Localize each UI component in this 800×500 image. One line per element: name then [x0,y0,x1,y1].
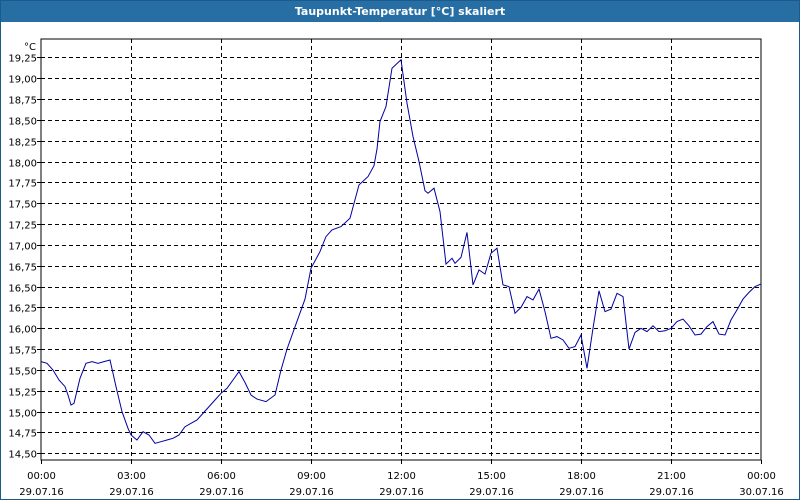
y-tick-label: 16,00 [8,325,37,336]
dewpoint-series-line [40,58,762,444]
x-tick-date-label: 29.07.16 [559,487,604,498]
y-tick-label: 15,75 [8,346,37,357]
y-tick-label: 15,00 [8,409,37,420]
x-tick-date-label: 30.07.16 [739,487,784,498]
x-tick-date-label: 29.07.16 [289,487,334,498]
x-tick-time-label: 18:00 [567,471,596,482]
x-tick-date-label: 29.07.16 [469,487,514,498]
x-tick-time-label: 09:00 [297,471,326,482]
y-tick-label: 17,75 [8,179,37,190]
x-tick-date-label: 29.07.16 [109,487,154,498]
x-tick-time-label: 00:00 [27,471,56,482]
x-tick-date-label: 29.07.16 [199,487,244,498]
y-tick-label: 19,00 [8,75,37,86]
y-tick-label: 18,50 [8,117,37,128]
y-tick-label: 19,25 [8,54,37,65]
x-tick-time-label: 21:00 [657,471,686,482]
x-tick-time-label: 06:00 [207,471,236,482]
y-tick-label: 15,25 [8,388,37,399]
y-tick-label: 16,25 [8,304,37,315]
x-tick-time-label: 03:00 [117,471,146,482]
y-tick-label: 15,50 [8,367,37,378]
x-axis-ticks: 00:00 29.07.16 03:00 29.07.16 06:00 29.07.16 0… [19,460,784,498]
y-axis-unit-label: °C [24,42,36,53]
y-tick-label: 14,50 [8,450,37,461]
x-tick-date-label: 29.07.16 [19,487,64,498]
x-tick-time-label: 12:00 [387,471,416,482]
grid-lines [41,39,761,460]
y-tick-label: 18,75 [8,96,37,107]
y-tick-label: 17,50 [8,200,37,211]
y-tick-label: 17,00 [8,242,37,253]
x-tick-date-label: 29.07.16 [379,487,424,498]
x-tick-date-label: 29.07.16 [649,487,694,498]
x-tick-time-label: 00:00 [747,471,776,482]
y-tick-label: 14,75 [8,429,37,440]
y-axis-ticks: 14,50 14,75 15,00 15,25 15,50 15,75 16,00 16,25… [8,54,41,461]
x-tick-time-label: 15:00 [477,471,506,482]
y-tick-label: 16,50 [8,284,37,295]
chart-title: Taupunkt-Temperatur [°C] skaliert [1,1,799,22]
y-tick-label: 17,25 [8,221,37,232]
y-tick-label: 18,00 [8,159,37,170]
y-tick-label: 18,25 [8,138,37,149]
y-tick-label: 16,75 [8,263,37,274]
